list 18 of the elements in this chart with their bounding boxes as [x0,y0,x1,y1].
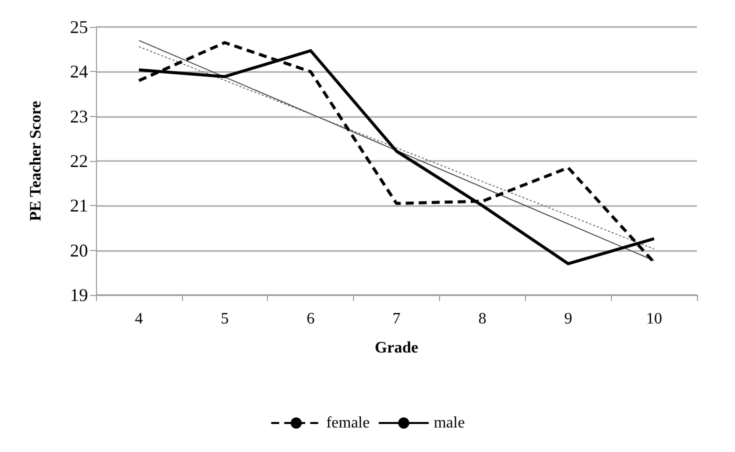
x-axis-title: Grade [374,340,418,356]
legend-label: male [434,414,465,432]
x-tick-label: 6 [306,310,315,328]
y-tick-label: 20 [70,240,88,260]
y-axis-title: PE Teacher Score [28,100,44,222]
y-tick-label: 21 [70,196,88,216]
x-tick-label: 9 [564,310,572,328]
y-tick-label: 24 [70,62,88,82]
y-tick-label: 25 [70,17,88,37]
y-tick-label: 23 [70,106,88,126]
x-tick-label: 10 [646,310,662,328]
legend-label: female [326,414,370,432]
x-tick-label: 4 [134,310,143,328]
x-tick-label: 5 [220,310,229,328]
y-tick-label: 22 [70,151,88,171]
x-tick-label: 8 [478,310,486,328]
x-tick-label: 7 [392,310,400,328]
y-tick-label: 19 [70,285,88,305]
